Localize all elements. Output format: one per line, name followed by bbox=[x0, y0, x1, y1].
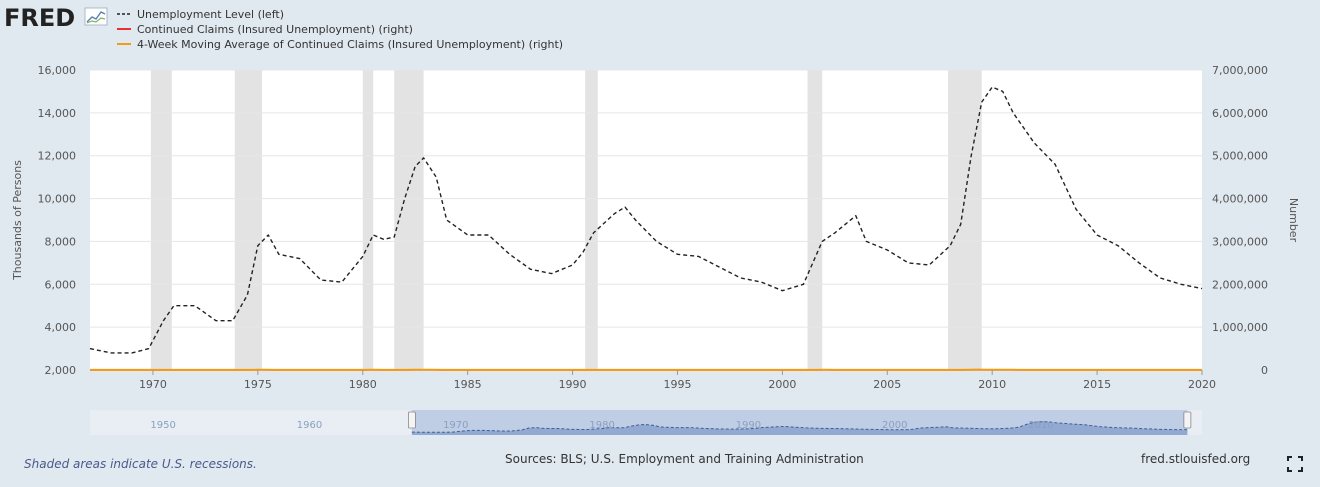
navigator-area bbox=[411, 421, 1188, 435]
y-right-tick-label: 7,000,000 bbox=[1212, 64, 1268, 77]
y-left-tick-label: 4,000 bbox=[45, 321, 77, 334]
range-navigator[interactable]: 1950 1960 1970 1980 1990 2000 2010 bbox=[90, 410, 1202, 435]
y-left-tick-label: 14,000 bbox=[38, 107, 77, 120]
y-left-tick-label: 6,000 bbox=[45, 278, 77, 291]
x-tick-label: 1995 bbox=[663, 378, 691, 391]
navigator-year-label: 1950 bbox=[150, 420, 175, 431]
navigator-year-label: 2010 bbox=[1028, 420, 1053, 431]
series-lines bbox=[89, 86, 1203, 371]
navigator-line bbox=[411, 421, 1188, 433]
y-right-tick-label: 0 bbox=[1261, 364, 1268, 377]
y-axis-left-title: Thousands of Persons bbox=[11, 160, 24, 281]
fred-logo-chart-icon bbox=[84, 7, 108, 26]
navigator-year-label: 1960 bbox=[297, 420, 322, 431]
x-tick-label: 2005 bbox=[873, 378, 901, 391]
recession-band-5 bbox=[807, 70, 823, 370]
x-tick-label: 2010 bbox=[978, 378, 1006, 391]
legend-label-unemployment-level: Unemployment Level (left) bbox=[137, 8, 284, 21]
legend-label-continued-claims: Continued Claims (Insured Unemployment) … bbox=[137, 23, 413, 36]
legend-item-continued-claims[interactable]: Continued Claims (Insured Unemployment) … bbox=[117, 23, 413, 36]
y-axis-left-ticks: 2,000 4,000 6,000 8,000 10,000 12,000 14,000 16… bbox=[38, 64, 77, 377]
source-url-link[interactable]: fred.stlouisfed.org bbox=[1141, 452, 1251, 466]
x-tick-label: 2015 bbox=[1083, 378, 1111, 391]
recession-band-3 bbox=[394, 70, 424, 370]
navigator-handle-right[interactable] bbox=[1183, 411, 1192, 429]
y-right-tick-label: 6,000,000 bbox=[1212, 107, 1268, 120]
navigator-series bbox=[411, 421, 1188, 435]
recession-note: Shaded areas indicate U.S. recessions. bbox=[24, 457, 257, 471]
y-right-tick-label: 4,000,000 bbox=[1212, 193, 1268, 206]
navigator-year-label: 1970 bbox=[443, 420, 468, 431]
y-right-tick-label: 3,000,000 bbox=[1212, 235, 1268, 248]
y-right-tick-label: 2,000,000 bbox=[1212, 278, 1268, 291]
fred-logo[interactable]: FRED bbox=[4, 4, 108, 32]
x-axis-ticks: 1970 1975 1980 1985 1990 1995 2000 2005 2010 2015… bbox=[139, 370, 1216, 391]
fred-logo-text: FRED bbox=[4, 4, 75, 32]
x-tick-label: 1990 bbox=[559, 378, 587, 391]
y-right-tick-label: 1,000,000 bbox=[1212, 321, 1268, 334]
navigator-handle-left[interactable] bbox=[407, 411, 416, 429]
x-tick-label: 1970 bbox=[139, 378, 167, 391]
series-line-0 bbox=[89, 86, 1203, 354]
y-right-tick-label: 5,000,000 bbox=[1212, 150, 1268, 163]
recession-band-6 bbox=[948, 70, 982, 370]
legend-label-moving-average: 4-Week Moving Average of Continued Claim… bbox=[137, 38, 563, 51]
navigator-year-label: 1990 bbox=[736, 420, 761, 431]
navigator-year-label: 2000 bbox=[882, 420, 907, 431]
x-tick-label: 1975 bbox=[244, 378, 272, 391]
x-tick-label: 1980 bbox=[349, 378, 377, 391]
y-left-tick-label: 8,000 bbox=[45, 235, 77, 248]
recession-band-1 bbox=[234, 70, 263, 370]
navigator-selection[interactable] bbox=[411, 410, 1188, 435]
legend: Unemployment Level (left) Continued Clai… bbox=[117, 8, 563, 51]
navigator-year-label: 1980 bbox=[589, 420, 614, 431]
x-tick-label: 1985 bbox=[454, 378, 482, 391]
plot-area bbox=[90, 70, 1202, 370]
recession-band-0 bbox=[150, 70, 172, 370]
y-left-tick-label: 16,000 bbox=[38, 64, 77, 77]
fullscreen-icon[interactable] bbox=[1287, 456, 1303, 472]
x-tick-label: 2000 bbox=[768, 378, 796, 391]
y-left-tick-label: 10,000 bbox=[38, 193, 77, 206]
recession-shading bbox=[150, 70, 982, 370]
y-left-tick-label: 2,000 bbox=[45, 364, 77, 377]
y-left-tick-label: 12,000 bbox=[38, 150, 77, 163]
navigator-labels: 1950 1960 1970 1980 1990 2000 2010 bbox=[150, 420, 1053, 431]
x-tick-label: 2020 bbox=[1188, 378, 1216, 391]
legend-item-moving-average[interactable]: 4-Week Moving Average of Continued Claim… bbox=[117, 38, 563, 51]
sources-text: Sources: BLS; U.S. Employment and Traini… bbox=[505, 452, 864, 466]
recession-band-2 bbox=[362, 70, 374, 370]
legend-item-unemployment-level[interactable]: Unemployment Level (left) bbox=[117, 8, 284, 21]
y-axis-right-title: Number bbox=[1287, 198, 1300, 243]
y-axis-right-ticks: 0 1,000,000 2,000,000 3,000,000 4,000,000 5,0… bbox=[1212, 64, 1268, 377]
recession-band-4 bbox=[585, 70, 598, 370]
